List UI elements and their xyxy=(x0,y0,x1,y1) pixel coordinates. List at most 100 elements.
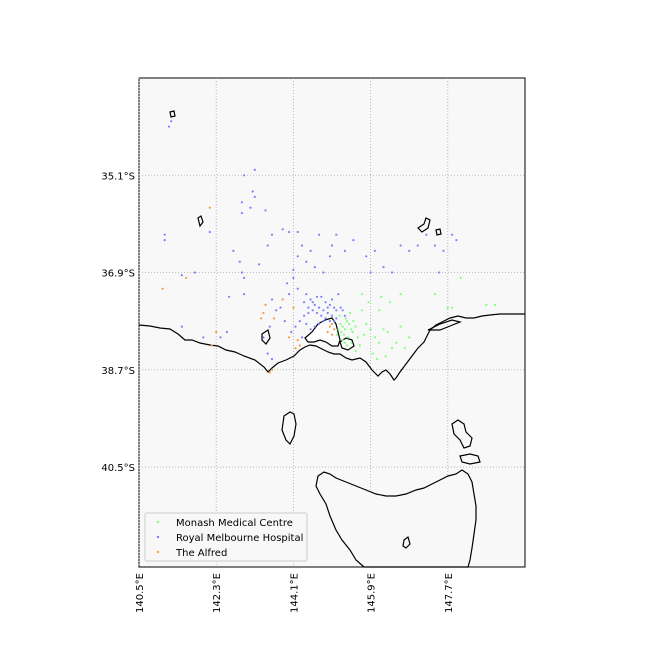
data-point xyxy=(264,209,267,212)
data-point xyxy=(382,328,385,331)
coastline xyxy=(138,110,525,568)
data-point xyxy=(337,328,340,331)
data-point xyxy=(330,298,334,301)
data-point xyxy=(328,303,331,306)
data-point xyxy=(298,344,301,347)
data-point xyxy=(350,341,353,344)
data-point xyxy=(354,325,357,328)
data-point xyxy=(339,306,342,309)
data-point xyxy=(322,309,325,312)
legend-box xyxy=(144,512,308,562)
data-point xyxy=(202,336,205,339)
data-point xyxy=(360,293,364,296)
data-point xyxy=(330,322,334,325)
data-point xyxy=(343,249,346,252)
data-point xyxy=(318,322,321,325)
legend-label-royal-melbourne: Royal Melbourne Hospital xyxy=(176,533,303,544)
data-point xyxy=(208,230,211,234)
data-point xyxy=(340,330,343,334)
data-point xyxy=(339,322,342,325)
legend: Monash Medical Centre Royal Melbourne Ho… xyxy=(144,512,308,562)
data-point xyxy=(266,244,269,247)
data-point xyxy=(281,228,284,231)
data-point xyxy=(425,233,428,236)
gippsland-lake xyxy=(427,319,462,331)
data-point xyxy=(281,298,284,301)
lake-east xyxy=(435,228,442,236)
tasmania xyxy=(315,469,477,568)
data-point xyxy=(285,282,289,285)
data-point xyxy=(356,336,359,339)
data-point xyxy=(210,344,213,347)
data-point xyxy=(313,325,316,328)
data-point xyxy=(369,328,372,331)
data-point xyxy=(258,263,261,266)
data-point xyxy=(163,239,166,242)
data-point xyxy=(288,230,291,234)
data-point xyxy=(311,309,314,312)
data-point xyxy=(375,357,379,361)
data-point xyxy=(294,347,297,350)
data-point xyxy=(416,244,419,247)
data-point xyxy=(352,320,355,323)
data-point xyxy=(442,249,445,252)
data-point xyxy=(360,309,364,312)
data-point xyxy=(279,306,282,309)
data-point xyxy=(270,298,274,301)
data-point xyxy=(320,314,323,317)
data-point xyxy=(266,352,269,355)
data-point xyxy=(345,320,349,323)
data-point xyxy=(292,306,295,309)
western-port xyxy=(339,337,355,351)
data-point xyxy=(342,333,346,336)
data-point xyxy=(390,347,394,350)
y-tick-label: 40.5°S xyxy=(101,463,135,474)
data-point xyxy=(225,330,228,334)
data-point xyxy=(333,306,336,309)
port-phillip-bay xyxy=(304,317,341,347)
data-point xyxy=(170,120,173,123)
data-point xyxy=(296,287,299,290)
data-point xyxy=(268,325,271,328)
data-point xyxy=(298,320,301,323)
y-axis-ticks: 35.1°S 36.9°S 38.7°S 40.5°S xyxy=(101,171,135,474)
data-point xyxy=(388,301,391,304)
data-point xyxy=(292,268,295,271)
legend-marker-monash xyxy=(156,520,160,524)
data-point xyxy=(167,125,171,128)
data-point xyxy=(326,330,329,334)
data-point xyxy=(330,333,334,336)
data-point xyxy=(322,271,325,274)
data-point xyxy=(292,276,295,279)
data-point xyxy=(240,271,243,274)
legend-marker-royal-melbourne xyxy=(156,535,160,539)
data-point xyxy=(163,233,166,236)
data-point xyxy=(341,309,344,312)
x-tick-label: 142.3°E xyxy=(212,573,223,613)
data-point xyxy=(300,336,304,339)
data-point xyxy=(288,293,291,296)
data-point xyxy=(365,255,368,258)
data-point xyxy=(350,328,353,331)
data-point xyxy=(403,347,406,350)
data-point xyxy=(240,212,243,215)
lake-north xyxy=(169,110,176,118)
data-point xyxy=(315,295,319,298)
data-point xyxy=(240,201,243,204)
data-point xyxy=(208,206,211,209)
data-point xyxy=(459,276,462,279)
flinders-island xyxy=(451,419,473,449)
legend-marker-alfred xyxy=(156,550,160,554)
data-point xyxy=(296,230,299,234)
data-point xyxy=(262,311,265,315)
data-point xyxy=(399,325,402,328)
data-point xyxy=(326,306,329,309)
data-point xyxy=(380,295,383,298)
data-point xyxy=(347,336,350,339)
data-point xyxy=(330,244,334,247)
data-point xyxy=(283,320,286,323)
data-point xyxy=(358,344,361,347)
data-point xyxy=(318,233,321,236)
lake-hume xyxy=(417,217,431,233)
